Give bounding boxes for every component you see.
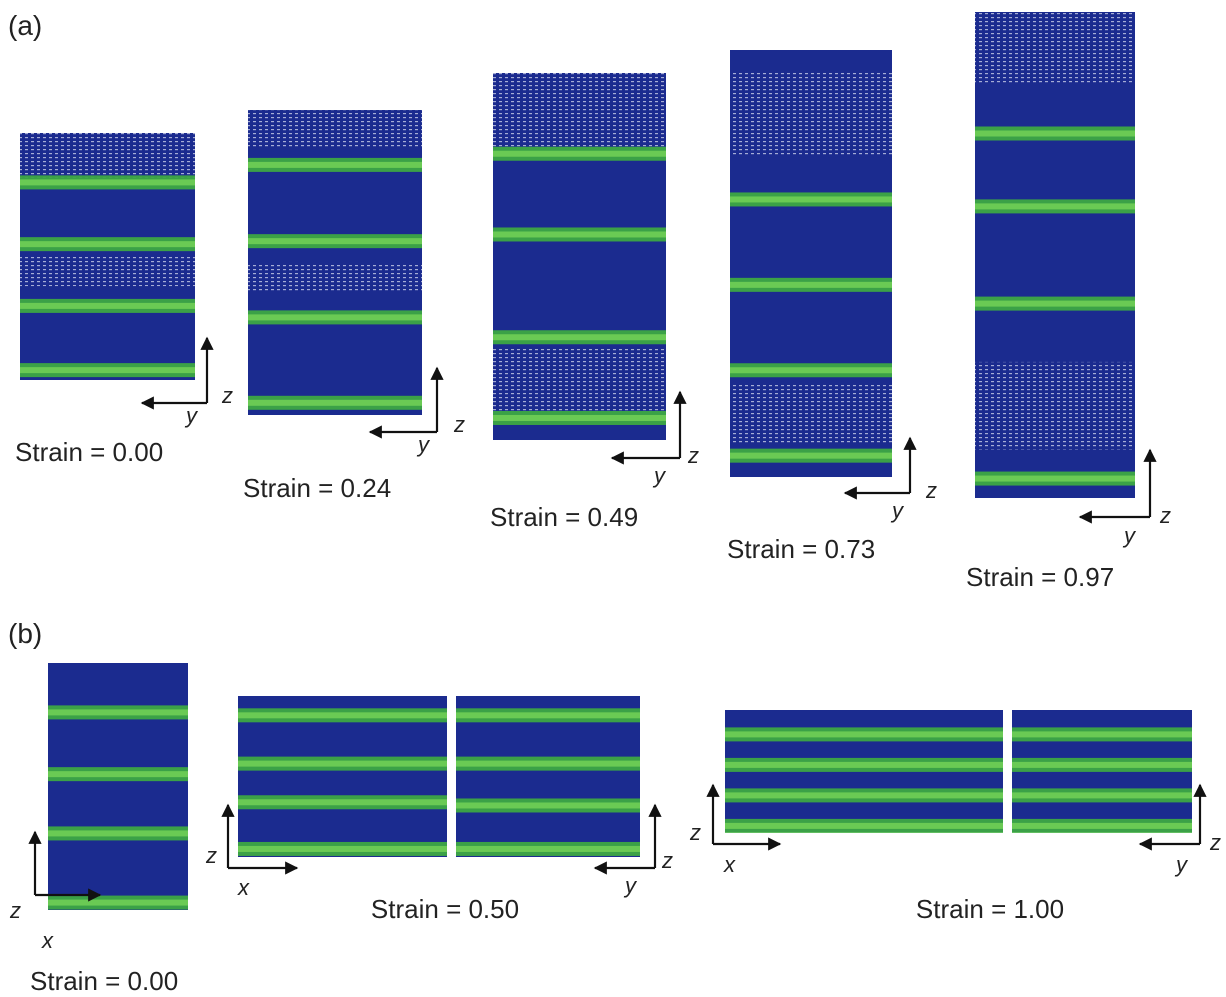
strain-caption: Strain = 0.50 — [371, 894, 519, 924]
grain-boundary — [48, 900, 188, 906]
grain-boundary — [725, 731, 1003, 737]
simulation-image — [48, 663, 188, 910]
grain-boundary — [238, 846, 447, 852]
grain-boundary — [248, 162, 422, 168]
crystal-region — [975, 362, 1135, 449]
strain-caption: Strain = 0.73 — [727, 534, 875, 564]
grain-boundary — [725, 762, 1003, 768]
grain-boundary — [248, 314, 422, 320]
grain-boundary — [238, 712, 447, 718]
crystal-region — [730, 383, 892, 443]
grain-boundary — [48, 830, 188, 836]
strain-caption: Strain = 0.24 — [243, 473, 391, 503]
grain-boundary — [20, 241, 195, 247]
grain-boundary — [456, 761, 640, 767]
axis-label: z — [1209, 830, 1221, 855]
grain-boundary — [248, 400, 422, 406]
crystal-region — [20, 257, 195, 287]
grain-boundary — [975, 476, 1135, 482]
panel-label: (b) — [8, 618, 42, 649]
axis-label: z — [687, 443, 699, 468]
axis-label: y — [416, 432, 431, 457]
axis-label: z — [1159, 503, 1171, 528]
grain-boundary — [456, 802, 640, 808]
grain-boundary — [730, 282, 892, 288]
grain-boundary — [975, 203, 1135, 209]
axis-label: z — [9, 898, 21, 923]
crystal-region — [248, 110, 422, 147]
strain-caption: Strain = 0.00 — [30, 966, 178, 996]
grain-boundary — [493, 231, 666, 237]
grain-boundary — [1012, 823, 1192, 829]
grain-boundary — [248, 238, 422, 244]
grain-boundary — [493, 334, 666, 340]
grain-boundary — [725, 823, 1003, 829]
grain-boundary — [20, 179, 195, 185]
axis-label: x — [237, 875, 250, 900]
crystal-region — [975, 12, 1135, 85]
axis-label: y — [623, 873, 638, 898]
grain-boundary — [730, 453, 892, 459]
crystal-region — [20, 133, 195, 177]
axis-label: z — [661, 848, 673, 873]
grain-boundary — [238, 799, 447, 805]
strain-caption: Strain = 1.00 — [916, 894, 1064, 924]
strain-caption: Strain = 0.00 — [15, 437, 163, 467]
strain-caption: Strain = 0.49 — [490, 502, 638, 532]
axis-label: y — [890, 498, 905, 523]
grain-boundary — [48, 771, 188, 777]
strain-caption: Strain = 0.97 — [966, 562, 1114, 592]
axis-label: z — [925, 478, 937, 503]
grain-boundary — [456, 846, 640, 852]
crystal-region — [730, 71, 892, 156]
crystal-region — [493, 348, 666, 410]
axis-label: x — [723, 852, 736, 877]
axis-label: y — [652, 463, 667, 488]
grain-boundary — [1012, 792, 1192, 798]
grain-boundary — [1012, 762, 1192, 768]
grain-boundary — [730, 367, 892, 373]
grain-boundary — [20, 367, 195, 373]
grain-boundary — [725, 792, 1003, 798]
grain-boundary — [975, 131, 1135, 137]
figure: (a) (b) yzStrain = 0.00yzStrain = 0.24yz… — [0, 0, 1226, 997]
axis-label: z — [221, 383, 233, 408]
crystal-region — [248, 263, 422, 294]
axis-label: z — [689, 820, 701, 845]
axis-label: z — [205, 843, 217, 868]
grain-boundary — [238, 761, 447, 767]
grain-boundary — [456, 712, 640, 718]
grain-boundary — [493, 415, 666, 421]
grain-boundary — [975, 301, 1135, 307]
grain-boundary — [493, 151, 666, 157]
axis-label: z — [453, 412, 465, 437]
grain-boundary — [20, 303, 195, 309]
grain-boundary — [48, 709, 188, 715]
grain-boundary — [730, 196, 892, 202]
axis-label: x — [41, 928, 54, 953]
grain-boundary — [1012, 731, 1192, 737]
crystal-region — [493, 73, 666, 146]
axis-label: y — [184, 403, 199, 428]
axis-label: y — [1174, 852, 1189, 877]
axis-label: y — [1122, 523, 1137, 548]
panel-label: (a) — [8, 10, 42, 41]
